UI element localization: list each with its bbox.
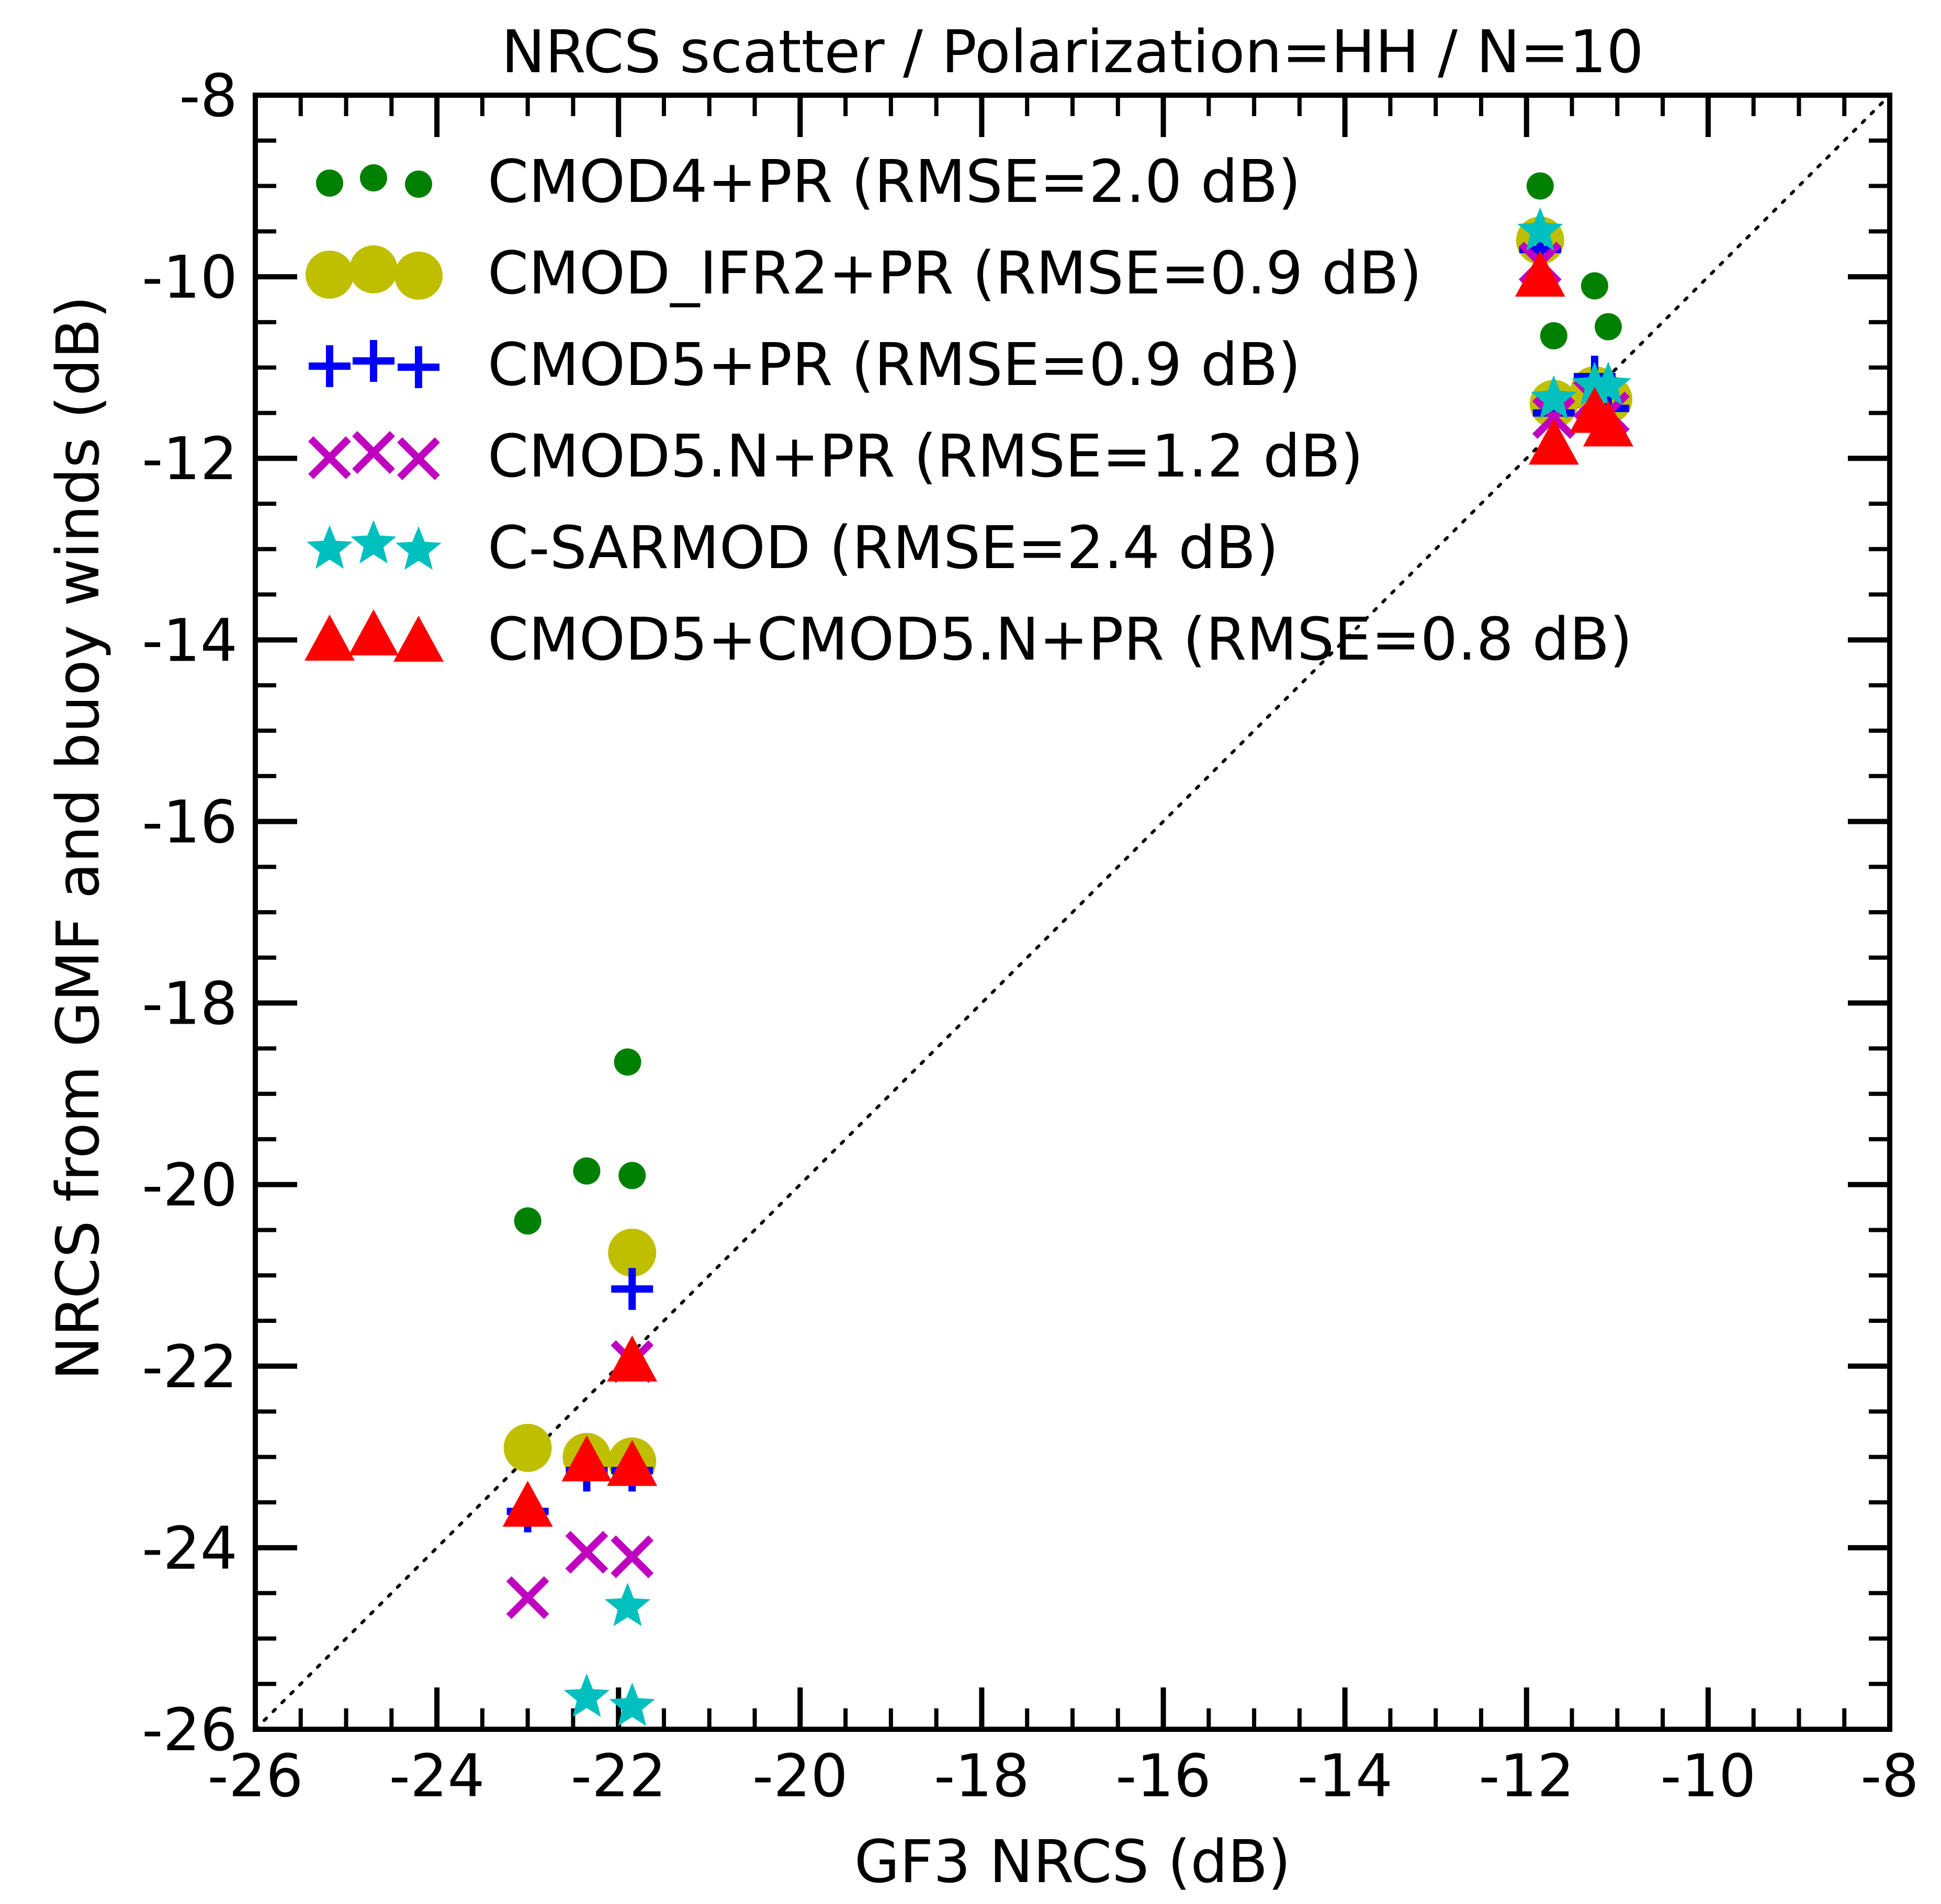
legend-entry: CMOD5+CMOD5.N+PR (RMSE=0.8 dB): [304, 606, 1632, 674]
legend-marker: [307, 525, 353, 569]
legend-entry: CMOD5+PR (RMSE=0.9 dB): [309, 331, 1301, 399]
series-circle: [503, 216, 1632, 1486]
y-tick-label: -26: [142, 1696, 238, 1764]
data-point: [608, 1228, 657, 1277]
x-tick-label: -20: [752, 1742, 848, 1810]
x-tick-label: -18: [934, 1742, 1030, 1810]
legend-label: CMOD5+CMOD5.N+PR (RMSE=0.8 dB): [488, 606, 1632, 674]
data-point: [565, 1531, 608, 1574]
data-point: [503, 1423, 552, 1472]
x-tick-label: -8: [1860, 1742, 1919, 1810]
y-tick-label: -10: [142, 244, 238, 312]
data-point: [506, 1576, 549, 1619]
data-point: [611, 1268, 653, 1310]
data-point: [1581, 272, 1608, 300]
x-tick-label: -12: [1479, 1742, 1574, 1810]
legend-marker: [316, 169, 343, 197]
series-triangle: [502, 251, 1633, 1527]
legend-marker: [394, 252, 443, 300]
data-point: [561, 1435, 612, 1482]
y-tick-label: -18: [142, 970, 238, 1038]
major-tick-layer: [253, 93, 1892, 1732]
data-point: [1531, 375, 1577, 419]
legend-entry: CMOD_IFR2+PR (RMSE=0.9 dB): [306, 240, 1422, 308]
legend-entry: CMOD5.N+PR (RMSE=1.2 dB): [308, 423, 1363, 491]
data-point: [1532, 396, 1575, 439]
y-tick-label: -22: [142, 1333, 238, 1401]
legend-entry: C-SARMOD (RMSE=2.4 dB): [307, 514, 1279, 582]
x-tick-label: -10: [1660, 1742, 1756, 1810]
data-point: [604, 1582, 651, 1626]
data-point: [563, 1673, 610, 1717]
data-point: [1517, 207, 1563, 251]
reference-line-layer: [254, 94, 1891, 1731]
data-point: [1594, 313, 1622, 341]
legend-marker: [306, 251, 354, 299]
legend-label: C-SARMOD (RMSE=2.4 dB): [488, 514, 1279, 582]
data-point: [1583, 400, 1633, 447]
data-point: [1585, 361, 1631, 405]
reference-line: [254, 94, 1891, 1731]
data-point: [1515, 251, 1565, 297]
y-tick-label: -16: [142, 788, 238, 856]
chart-title: NRCS scatter / Polarization=HH / N=10: [501, 18, 1644, 86]
data-point: [607, 1335, 658, 1382]
data-point: [573, 1157, 601, 1185]
x-tick-label: -14: [1297, 1742, 1393, 1810]
y-tick-label: -20: [142, 1152, 238, 1220]
y-tick-label: -8: [179, 62, 238, 130]
x-tick-label: -22: [571, 1742, 667, 1810]
legend-marker: [396, 526, 442, 570]
data-point: [1528, 418, 1579, 465]
data-point: [514, 1207, 541, 1235]
y-tick-label-layer: -26 -24 -22 -20 -18 -16 -14 -12 -10 -8: [142, 62, 238, 1764]
series-star: [563, 207, 1631, 1726]
legend-marker: [308, 436, 351, 479]
data-point: [611, 1535, 654, 1579]
data-point: [609, 1682, 655, 1726]
legend-marker: [353, 340, 394, 382]
legend-label: CMOD5+PR (RMSE=0.9 dB): [488, 331, 1301, 399]
legend: CMOD4+PR (RMSE=2.0 dB) CMOD_IFR2+PR (RMSE…: [304, 148, 1632, 674]
legend-label: CMOD_IFR2+PR (RMSE=0.9 dB): [488, 240, 1422, 308]
x-axis-label: GF3 NRCS (dB): [854, 1828, 1291, 1896]
legend-marker: [360, 164, 387, 191]
legend-marker: [349, 245, 398, 293]
legend-marker: [309, 345, 351, 387]
data-point: [502, 1480, 553, 1527]
y-tick-label: -24: [142, 1515, 238, 1583]
legend-marker: [405, 171, 432, 198]
data-point: [618, 1162, 646, 1189]
y-axis-label: NRCS from GMF and buoy winds (dB): [44, 296, 112, 1380]
legend-marker: [348, 609, 399, 655]
legend-marker: [397, 437, 440, 480]
data-point: [1540, 322, 1567, 349]
x-tick-label: -24: [389, 1742, 485, 1810]
data-point-layer: [502, 172, 1633, 1726]
series-dot: [514, 172, 1622, 1235]
data-point: [614, 1048, 641, 1076]
data-point: [607, 1440, 658, 1486]
legend-label: CMOD4+PR (RMSE=2.0 dB): [488, 148, 1301, 216]
legend-marker: [352, 431, 395, 474]
x-tick-label: -16: [1115, 1742, 1211, 1810]
legend-marker: [393, 616, 444, 662]
legend-marker: [304, 615, 355, 661]
x-tick-label-layer: -26 -24 -22 -20 -18 -16 -14 -12 -10 -8: [208, 1742, 1919, 1810]
legend-marker: [351, 520, 397, 564]
legend-marker: [398, 346, 439, 388]
legend-label: CMOD5.N+PR (RMSE=1.2 dB): [488, 423, 1363, 491]
x-tick-label: -26: [208, 1742, 303, 1810]
minor-tick-layer: [255, 95, 1890, 1729]
y-tick-label: -12: [142, 425, 238, 493]
plot-frame: [253, 93, 1892, 1732]
data-point: [1526, 172, 1554, 200]
y-tick-label: -14: [142, 607, 238, 675]
legend-entry: CMOD4+PR (RMSE=2.0 dB): [316, 148, 1301, 216]
